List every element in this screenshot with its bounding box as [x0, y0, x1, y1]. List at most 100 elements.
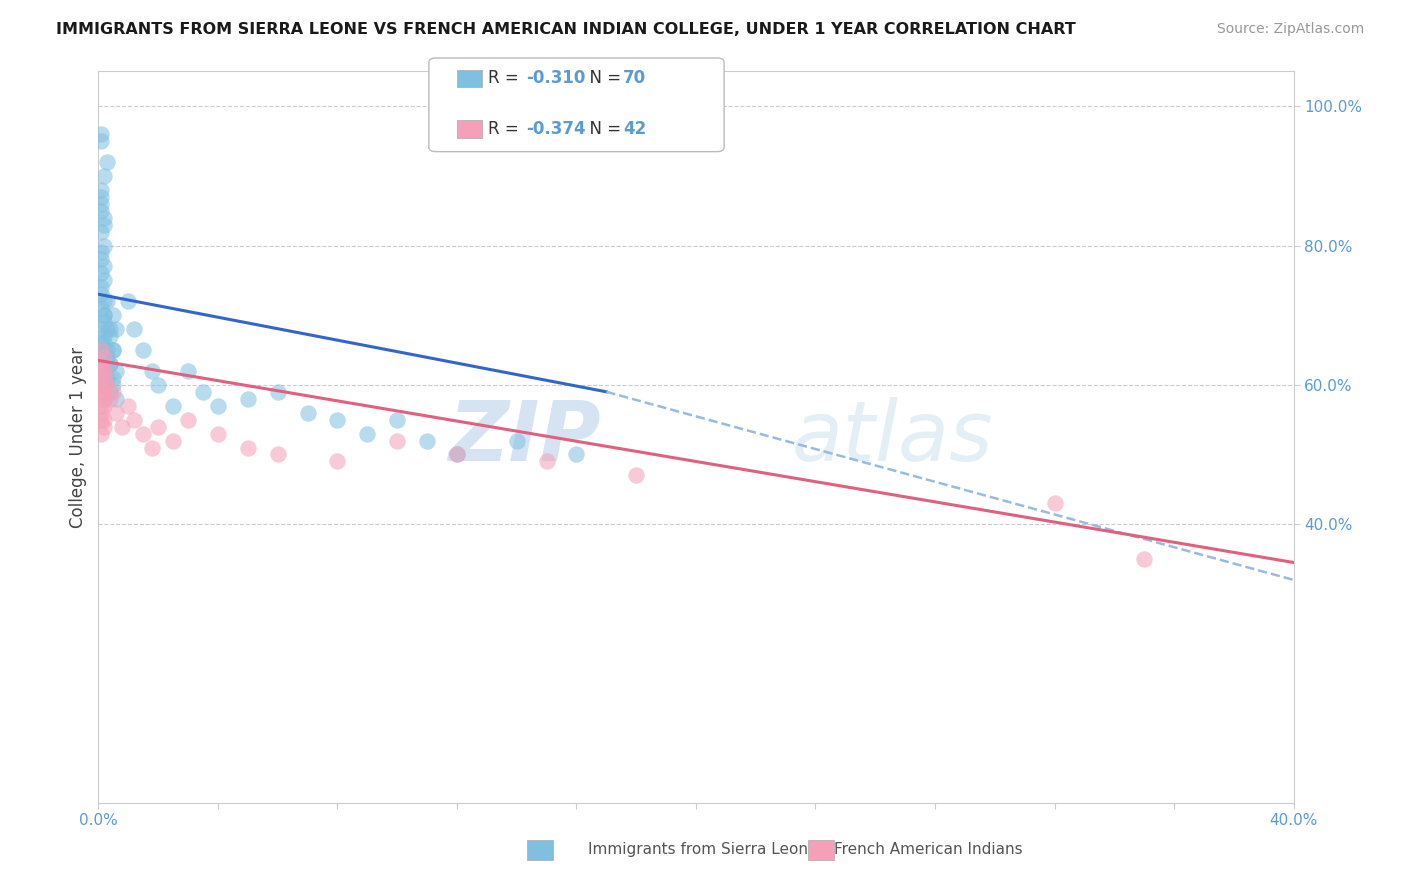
Point — [90, 301, 112, 316]
Text: N =: N = — [579, 70, 627, 87]
Point — [93, 211, 115, 225]
Point — [124, 412, 146, 426]
Text: -0.374: -0.374 — [526, 120, 585, 138]
Point — [103, 384, 125, 399]
Point — [96, 343, 118, 357]
Point — [356, 426, 378, 441]
Point — [96, 155, 118, 169]
Text: 70: 70 — [623, 70, 645, 87]
Point — [90, 245, 112, 260]
Point — [93, 169, 115, 183]
Point — [90, 364, 112, 378]
Point — [124, 322, 146, 336]
Text: R =: R = — [488, 70, 524, 87]
Text: ZIP: ZIP — [447, 397, 600, 477]
Point — [132, 426, 155, 441]
Text: -0.310: -0.310 — [526, 70, 585, 87]
Point — [90, 134, 112, 148]
Point — [93, 392, 115, 406]
Point — [103, 343, 125, 357]
Point — [96, 371, 118, 385]
Point — [117, 399, 139, 413]
Text: Source: ZipAtlas.com: Source: ZipAtlas.com — [1216, 22, 1364, 37]
Point — [1043, 496, 1066, 510]
Point — [1133, 552, 1156, 566]
Point — [177, 364, 200, 378]
Point — [162, 434, 184, 448]
Point — [93, 384, 115, 399]
Point — [93, 315, 115, 329]
Point — [385, 434, 409, 448]
Point — [90, 183, 112, 197]
Point — [162, 399, 184, 413]
Point — [93, 364, 115, 378]
Point — [132, 343, 155, 357]
Point — [93, 308, 115, 322]
Text: atlas: atlas — [792, 397, 993, 477]
Point — [96, 350, 118, 364]
Point — [98, 322, 122, 336]
Point — [96, 322, 118, 336]
Point — [90, 377, 112, 392]
Point — [148, 377, 170, 392]
Text: IMMIGRANTS FROM SIERRA LEONE VS FRENCH AMERICAN INDIAN COLLEGE, UNDER 1 YEAR COR: IMMIGRANTS FROM SIERRA LEONE VS FRENCH A… — [56, 22, 1076, 37]
Point — [416, 434, 439, 448]
Point — [90, 357, 112, 371]
Point — [93, 419, 115, 434]
Point — [98, 384, 122, 399]
Point — [207, 399, 229, 413]
Text: R =: R = — [488, 120, 524, 138]
Point — [103, 343, 125, 357]
Point — [90, 406, 112, 420]
Point — [93, 392, 115, 406]
Point — [90, 322, 112, 336]
Point — [267, 384, 290, 399]
Point — [103, 308, 125, 322]
Point — [98, 392, 122, 406]
Point — [90, 280, 112, 294]
Point — [236, 392, 259, 406]
Point — [96, 294, 118, 309]
Point — [93, 377, 115, 392]
Point — [93, 308, 115, 322]
Point — [105, 406, 128, 420]
Point — [90, 412, 112, 426]
Point — [626, 468, 648, 483]
Point — [141, 441, 163, 455]
Point — [177, 412, 200, 426]
Point — [111, 419, 134, 434]
Point — [506, 434, 529, 448]
Point — [90, 336, 112, 351]
Point — [105, 392, 128, 406]
Point — [90, 357, 112, 371]
Point — [90, 127, 112, 141]
Point — [446, 448, 468, 462]
Point — [98, 357, 122, 371]
Point — [326, 454, 349, 468]
Point — [207, 426, 229, 441]
Point — [93, 260, 115, 274]
Point — [90, 190, 112, 204]
Text: N =: N = — [579, 120, 627, 138]
Point — [90, 384, 112, 399]
Point — [90, 377, 112, 392]
Point — [236, 441, 259, 455]
Point — [90, 287, 112, 301]
Point — [141, 364, 163, 378]
Point — [93, 218, 115, 232]
Point — [93, 350, 115, 364]
Point — [90, 196, 112, 211]
Text: Immigrants from Sierra Leone: Immigrants from Sierra Leone — [588, 842, 818, 856]
Text: French American Indians: French American Indians — [834, 842, 1022, 856]
Point — [93, 273, 115, 287]
Point — [90, 399, 112, 413]
Y-axis label: College, Under 1 year: College, Under 1 year — [69, 346, 87, 528]
Point — [385, 412, 409, 426]
Point — [148, 419, 170, 434]
Point — [93, 238, 115, 252]
Point — [191, 384, 214, 399]
Point — [103, 377, 125, 392]
Point — [267, 448, 290, 462]
Point — [536, 454, 558, 468]
Point — [98, 357, 122, 371]
